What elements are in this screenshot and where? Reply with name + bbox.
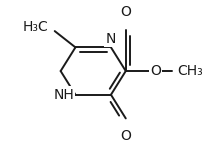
- Text: O: O: [150, 64, 161, 78]
- Text: CH₃: CH₃: [178, 64, 203, 78]
- Text: H₃C: H₃C: [23, 20, 49, 34]
- Text: O: O: [120, 129, 131, 143]
- Text: NH: NH: [53, 88, 74, 102]
- Text: O: O: [120, 5, 131, 19]
- Text: N: N: [106, 32, 116, 46]
